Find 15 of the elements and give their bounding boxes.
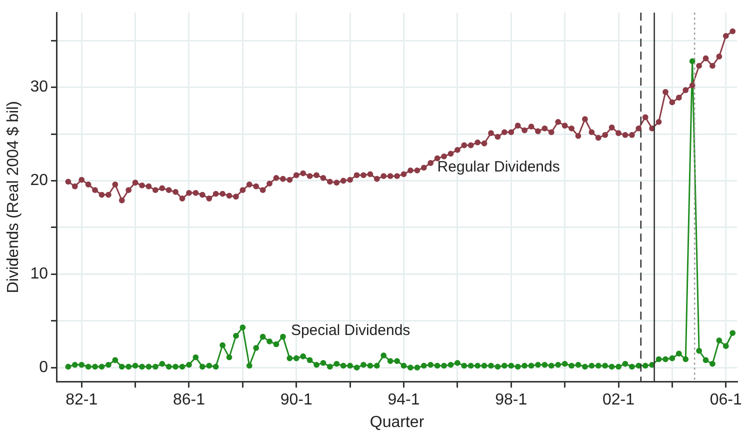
y-tick-label: 0 xyxy=(39,358,48,376)
y-axis-title: Dividends (Real 2004 $ bil) xyxy=(5,101,22,294)
x-tick-label: 98-1 xyxy=(495,392,528,409)
x-tick-label: 86-1 xyxy=(172,392,206,409)
x-tick-label: 94-1 xyxy=(388,392,420,409)
x-tick-label: 02-1 xyxy=(602,392,635,409)
x-tick-label: 06-1 xyxy=(710,392,742,409)
series-label: Special Dividends xyxy=(290,322,410,339)
series-label: Regular Dividends xyxy=(437,158,560,176)
y-tick-label: 10 xyxy=(30,266,48,283)
y-tick-label: 30 xyxy=(30,78,48,96)
x-tick-label: 82-1 xyxy=(66,392,98,409)
x-tick-label: 90-1 xyxy=(280,392,312,409)
y-tick-label: 20 xyxy=(30,172,48,190)
x-axis-title: Quarter xyxy=(370,414,425,431)
